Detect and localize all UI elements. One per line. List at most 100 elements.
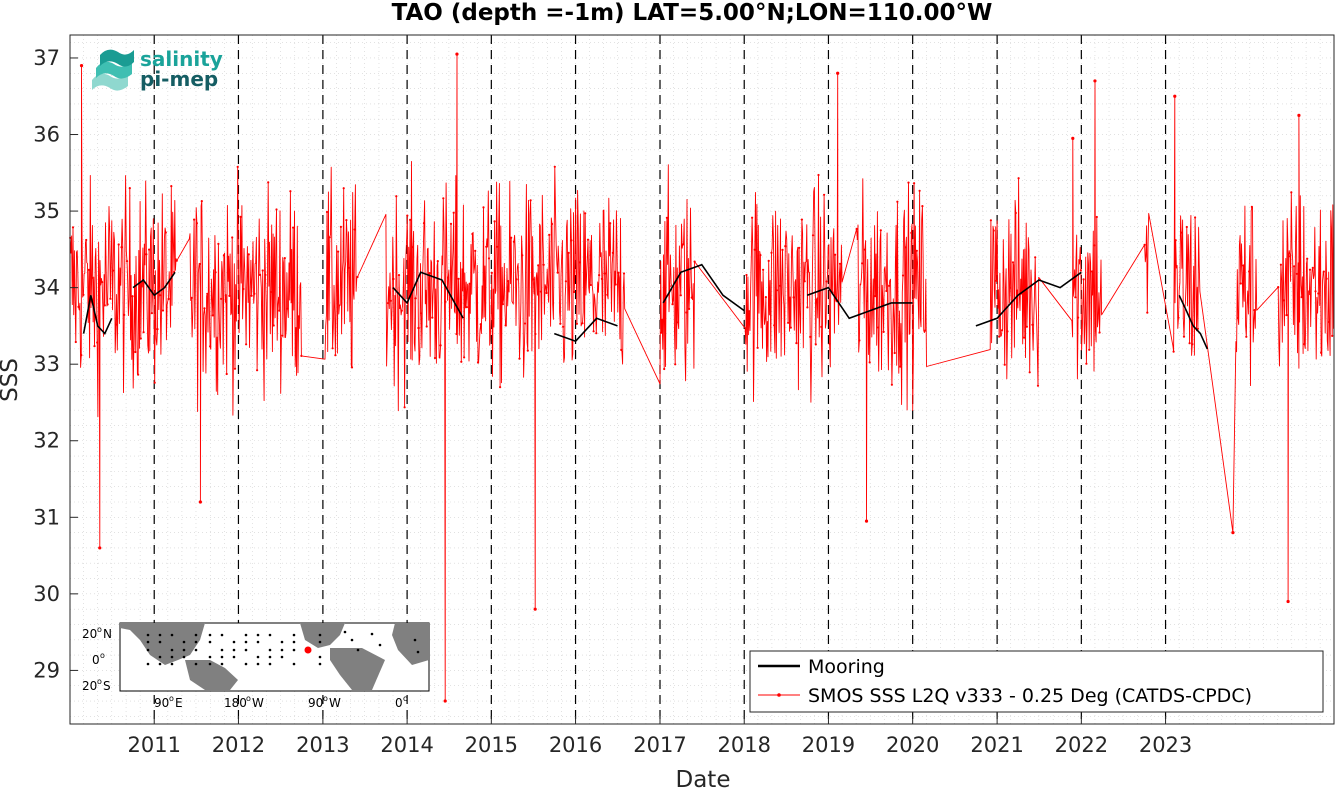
smos-point xyxy=(989,219,993,222)
smos-point xyxy=(1188,342,1191,345)
x-tick-label: 2016 xyxy=(549,733,602,757)
inset-buoy-dot xyxy=(413,638,417,642)
smos-point xyxy=(490,271,493,274)
smos-point xyxy=(598,274,601,277)
inset-lon-0-value: 0 xyxy=(395,696,403,710)
inset-buoy-dot xyxy=(343,630,347,634)
smos-point xyxy=(468,282,471,285)
smos-point xyxy=(345,219,348,222)
inset-lat-20n-value: 20 xyxy=(82,627,97,641)
smos-point xyxy=(1314,290,1317,293)
legend-label-mooring: Mooring xyxy=(808,656,885,678)
inset-buoy-dot xyxy=(292,648,296,652)
smos-point xyxy=(778,284,781,287)
smos-point xyxy=(1279,263,1282,266)
inset-lon-180-value: 180 xyxy=(224,696,247,710)
smos-point xyxy=(992,229,995,232)
smos-point xyxy=(609,222,612,225)
smos-point xyxy=(1180,231,1183,234)
smos-point xyxy=(1320,351,1323,354)
smos-point xyxy=(879,229,882,232)
smos-point xyxy=(600,277,604,280)
smos-point xyxy=(228,294,231,297)
smos-point xyxy=(267,181,270,184)
smos-point xyxy=(428,272,431,275)
inset-land xyxy=(120,623,429,690)
inset-buoy-dot xyxy=(256,662,260,666)
smos-point xyxy=(142,331,145,334)
y-tick-label: 36 xyxy=(33,123,60,147)
smos-point xyxy=(1177,316,1180,319)
smos-point xyxy=(762,268,765,271)
smos-point xyxy=(250,294,253,297)
smos-point xyxy=(855,227,858,231)
x-tick-label: 2012 xyxy=(212,733,265,757)
smos-point xyxy=(877,326,880,329)
smos-point xyxy=(209,345,212,348)
inset-buoy-dot xyxy=(244,633,248,637)
inset-lon-90e-value: 90 xyxy=(154,696,169,710)
smos-point xyxy=(82,293,85,296)
y-axis-ticks: 29 30 31 32 33 34 35 36 37 xyxy=(33,46,78,682)
smos-point xyxy=(592,330,595,333)
smos-point xyxy=(353,228,356,231)
inset-lon-90w-value: 90 xyxy=(308,696,323,710)
inset-buoy-dot xyxy=(170,648,174,652)
smos-point xyxy=(220,297,223,300)
smos-point xyxy=(420,312,423,315)
smos-point xyxy=(564,280,568,283)
smos-point xyxy=(1085,362,1088,365)
smos-point xyxy=(239,215,242,218)
smos-point xyxy=(575,322,579,325)
smos-point xyxy=(858,339,861,342)
smos-point xyxy=(1306,257,1309,260)
smos-point xyxy=(865,300,869,303)
inset-buoy-dot xyxy=(220,662,224,666)
smos-point xyxy=(193,218,196,221)
smos-series xyxy=(69,52,1334,703)
y-tick-label: 29 xyxy=(33,658,60,682)
smos-point xyxy=(910,231,913,234)
smos-point xyxy=(222,254,225,257)
mooring-segment xyxy=(1178,294,1209,350)
smos-point xyxy=(159,294,162,297)
smos-point xyxy=(275,208,278,211)
x-tick-label: 2013 xyxy=(296,733,349,757)
inset-buoy-dot xyxy=(146,648,150,652)
y-tick-label: 37 xyxy=(33,46,60,70)
smos-point xyxy=(114,323,117,326)
smos-point xyxy=(526,349,529,352)
smos-point xyxy=(479,323,482,326)
inset-buoy-dot xyxy=(232,640,236,644)
smos-point xyxy=(283,257,286,260)
smos-point xyxy=(770,251,773,254)
smos-point xyxy=(1250,205,1253,208)
smos-point xyxy=(278,309,281,312)
inset-buoy-dot xyxy=(208,633,212,637)
smos-point xyxy=(589,283,592,287)
smos-point xyxy=(586,238,590,241)
inset-buoy-dot xyxy=(280,655,284,659)
smos-point xyxy=(93,345,96,348)
smos-point xyxy=(542,263,545,266)
smos-point xyxy=(1074,296,1077,299)
smos-point xyxy=(534,332,537,336)
smos-notable-point xyxy=(79,64,84,68)
y-tick-label: 32 xyxy=(33,429,60,453)
smos-point xyxy=(1025,325,1028,328)
smos-point xyxy=(890,383,894,386)
inset-buoy-dot xyxy=(220,655,224,659)
legend-box xyxy=(749,650,1324,713)
smos-point xyxy=(389,299,392,302)
smos-point xyxy=(112,269,115,272)
smos-point xyxy=(562,325,565,328)
smos-point xyxy=(195,222,198,225)
smos-point xyxy=(622,272,626,275)
smos-point xyxy=(868,361,871,364)
smos-point xyxy=(476,361,480,364)
salinity-pimep-logo: salinity pi-mep xyxy=(92,47,223,91)
smos-point xyxy=(328,236,331,239)
smos-point xyxy=(803,280,806,283)
smos-point xyxy=(545,291,548,295)
smos-notable-point xyxy=(1173,94,1177,98)
